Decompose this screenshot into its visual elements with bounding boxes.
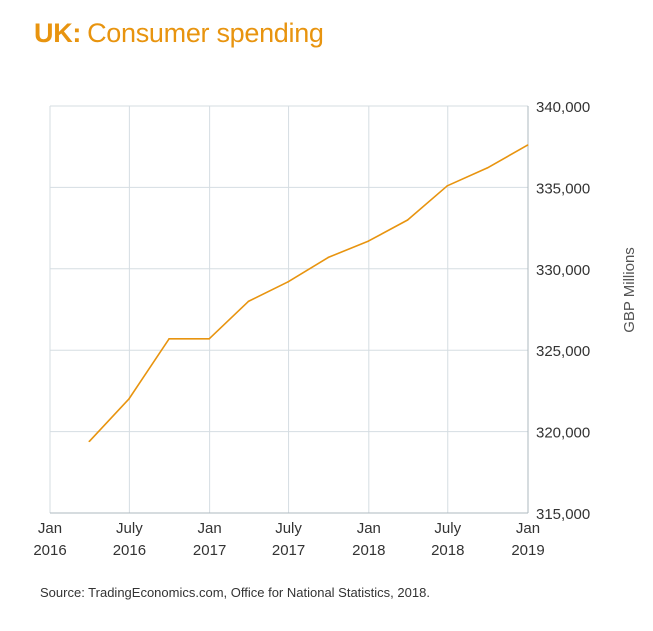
x-tick-label-month: July [275, 520, 302, 537]
x-tick-label-year: 2017 [193, 542, 226, 559]
title-prefix: UK: [34, 18, 82, 48]
data-series [88, 144, 529, 443]
y-tick-label: 335,000 [536, 180, 590, 197]
data-point [446, 184, 449, 187]
y-tick-label: 340,000 [536, 99, 590, 116]
x-tick-label-month: Jan [198, 520, 222, 537]
data-point [128, 398, 130, 400]
x-tick-label-month: July [116, 520, 143, 537]
data-point [168, 338, 170, 340]
data-point [526, 144, 529, 146]
y-tick-label: 320,000 [536, 425, 590, 442]
data-point [327, 256, 330, 259]
data-point [367, 240, 370, 242]
x-tick-label-year: 2016 [113, 542, 146, 559]
source-note: Source: TradingEconomics.com, Office for… [40, 585, 430, 600]
x-tick-label-year: 2018 [352, 542, 385, 559]
y-tick-labels: 315,000 320,000 325,000 330,000 335,000 340,0… [536, 99, 590, 523]
data-point [247, 300, 250, 303]
x-tick-label-year: 2017 [272, 542, 305, 559]
chart-title: UK: Consumer spending [34, 18, 324, 49]
x-tick-label-month: Jan [357, 520, 381, 537]
data-point [287, 281, 289, 283]
x-tick-label-year: 2016 [33, 542, 66, 559]
series-line [88, 144, 528, 442]
data-point [88, 440, 91, 443]
x-tick-label-year: 2019 [511, 542, 544, 559]
y-tick-label: 315,000 [536, 506, 590, 523]
y-tick-label: 325,000 [536, 343, 590, 360]
x-tick-labels: Jan 2016 July 2016 Jan 2017 July 2017 Jan 2018 Jul… [33, 520, 544, 559]
axes [50, 106, 529, 514]
data-point [406, 219, 409, 221]
x-tick-label-year: 2018 [431, 542, 464, 559]
title-text: Consumer spending [87, 18, 324, 48]
data-point [208, 338, 210, 340]
grid-lines [49, 105, 529, 513]
x-tick-label-month: Jan [516, 520, 540, 537]
y-tick-label: 330,000 [536, 262, 590, 279]
x-tick-label-month: Jan [38, 520, 62, 537]
x-tick-label-month: July [434, 520, 461, 537]
data-point [486, 167, 489, 169]
y-axis-label: GBP Millions [621, 247, 638, 333]
